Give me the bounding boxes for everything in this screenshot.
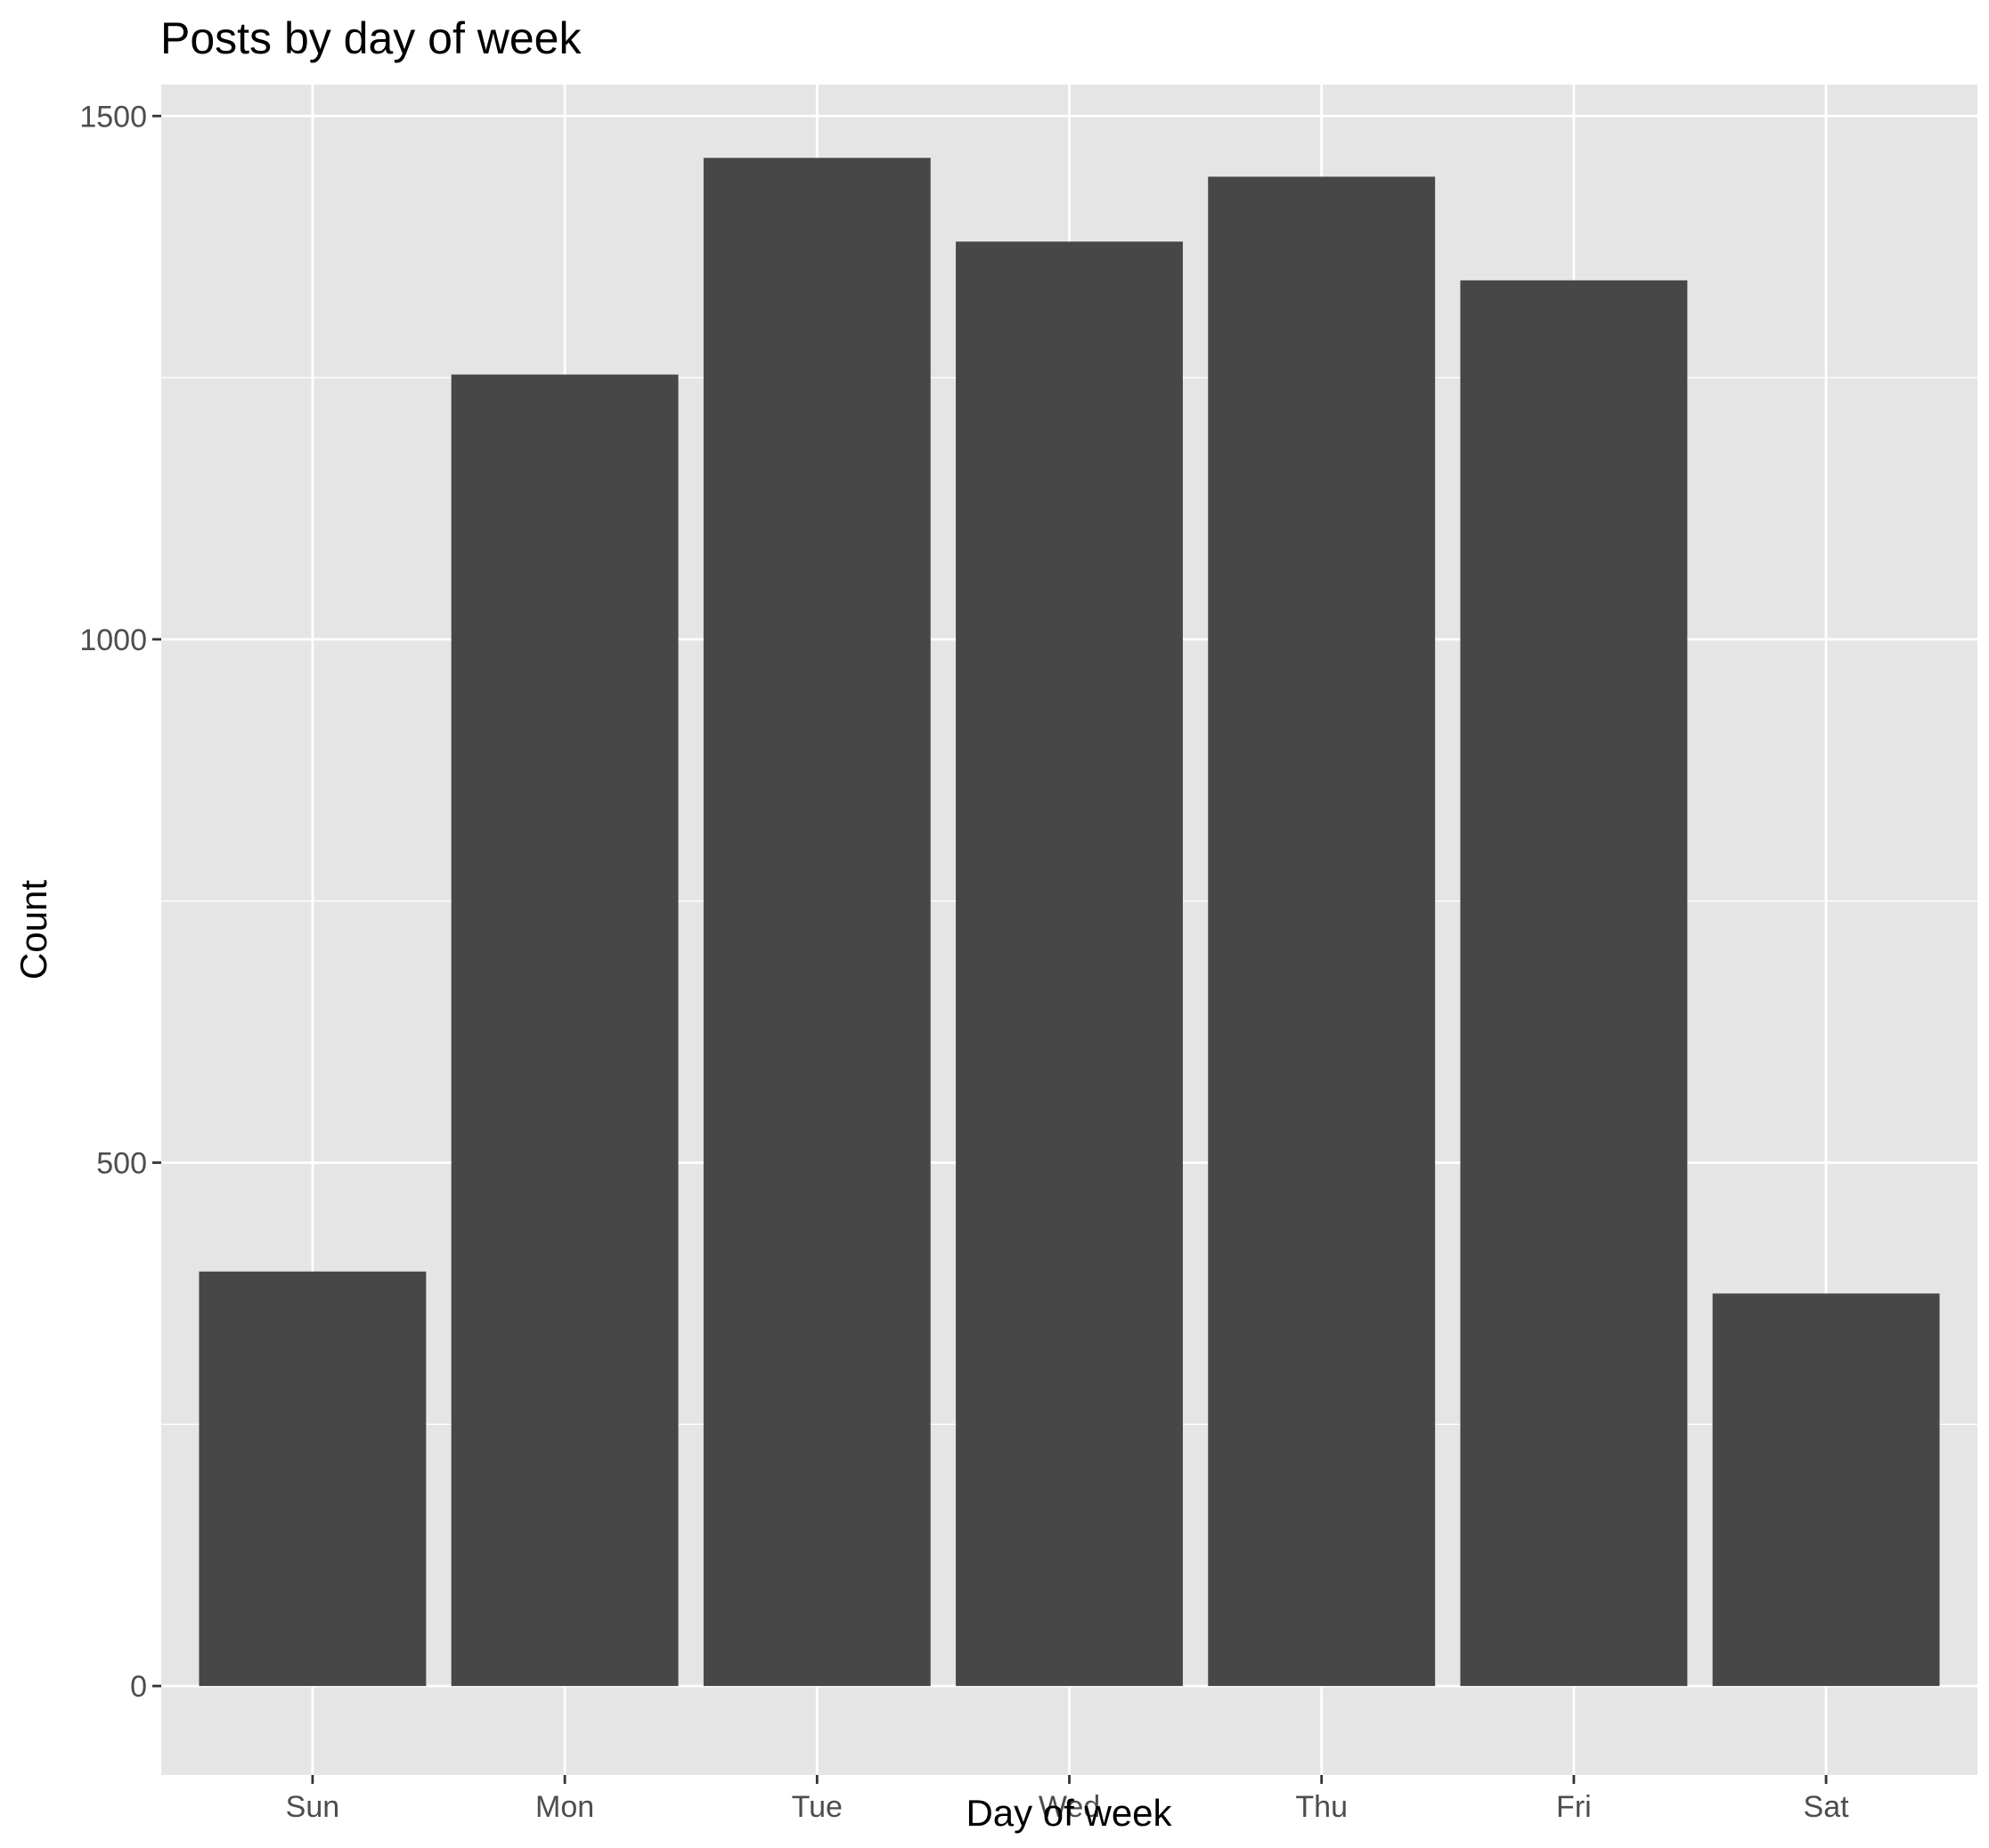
x-tick-label: Mon xyxy=(535,1790,594,1824)
bar-fri xyxy=(1460,280,1688,1687)
chart-title: Posts by day of week xyxy=(160,13,582,63)
x-tick-label: Thu xyxy=(1295,1790,1348,1824)
bar-sun xyxy=(199,1271,427,1687)
x-tick-label: Sat xyxy=(1804,1790,1850,1824)
x-tick-label: Tue xyxy=(792,1790,843,1824)
x-tick-label: Sun xyxy=(286,1790,340,1824)
x-tick-label: Fri xyxy=(1556,1790,1592,1824)
y-tick-label: 1500 xyxy=(79,100,147,134)
y-tick-label: 1000 xyxy=(79,623,147,657)
bars xyxy=(199,158,1940,1687)
x-axis-title: Day of week xyxy=(966,1792,1172,1834)
y-axis-title: Count xyxy=(12,880,54,980)
y-axis: 0 500 1000 1500 xyxy=(79,100,161,1704)
bar-wed xyxy=(956,241,1183,1687)
x-axis: Sun Mon Tue Wed Thu Fri Sat xyxy=(286,1775,1849,1824)
y-tick-label: 500 xyxy=(96,1146,147,1180)
y-tick-label: 0 xyxy=(130,1670,147,1704)
bar-sat xyxy=(1712,1293,1940,1687)
bar-mon xyxy=(451,374,679,1687)
x-tick-label: Wed xyxy=(1039,1790,1100,1824)
bar-tue xyxy=(703,158,931,1687)
bar-thu xyxy=(1208,176,1436,1687)
